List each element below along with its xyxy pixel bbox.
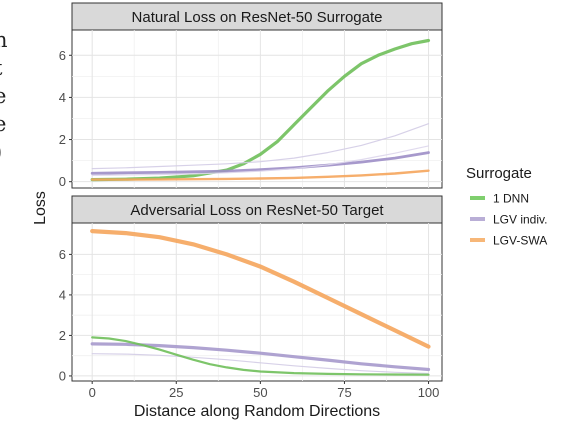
x-tick-label: 100 (418, 385, 440, 400)
legend-title: Surrogate (466, 165, 532, 182)
legend-label: LGV-SWA (493, 234, 547, 248)
panel-1-title: Natural Loss on ResNet-50 Surrogate (132, 9, 383, 26)
legend-label: 1 DNN (493, 192, 529, 206)
x-axis-label: Distance along Random Directions (134, 403, 380, 420)
cropped-margin-text: n t e e ) (0, 0, 22, 200)
legend-label: LGV indiv. (493, 213, 547, 227)
y-tick-label: 2 (59, 132, 66, 147)
x-tick-label: 0 (89, 385, 96, 400)
y-tick-label: 6 (59, 48, 66, 63)
margin-char: t (0, 58, 2, 79)
series-line-1-dnn (90, 38, 431, 182)
x-tick-label: 25 (169, 385, 183, 400)
panel-2-title: Adversarial Loss on ResNet-50 Target (130, 202, 384, 219)
panel-1-series (90, 38, 431, 182)
series-line-lgv-indiv- (91, 123, 430, 170)
panel-2-series (90, 229, 431, 376)
margin-char: e (0, 112, 7, 136)
x-tick-label: 75 (337, 385, 351, 400)
margin-char: ) (0, 142, 2, 163)
series-line-1-dnn (91, 336, 430, 376)
y-tick-label: 4 (59, 287, 66, 302)
x-tick-label: 50 (253, 385, 267, 400)
margin-char: e (0, 84, 7, 108)
legend: Surrogate 1 DNN LGV indiv. LGV-SWA (466, 165, 547, 248)
series-line-lgv-swa (90, 229, 431, 349)
panel-1-y-ticks: 0 2 4 6 (59, 48, 72, 189)
x-axis-ticks: 0 25 50 75 100 (89, 381, 440, 400)
series-line-lgv-indiv- (91, 145, 430, 176)
y-tick-label: 0 (59, 174, 66, 189)
series-line-lgv-swa (90, 169, 430, 181)
series-line-lgv-indiv- (90, 342, 431, 372)
legend-items: 1 DNN LGV indiv. LGV-SWA (470, 192, 547, 248)
series-line-lgv-indiv- (90, 151, 430, 175)
y-tick-label: 0 (59, 368, 66, 383)
panel-2-y-ticks: 0 2 4 6 (59, 247, 72, 383)
series-line-lgv-indiv- (91, 353, 430, 375)
panel-1-strip (71, 2, 443, 31)
y-tick-label: 6 (59, 247, 66, 262)
y-axis-label: Loss (32, 191, 49, 225)
y-tick-label: 2 (59, 328, 66, 343)
margin-char: n (0, 28, 8, 52)
y-tick-label: 4 (59, 90, 66, 105)
